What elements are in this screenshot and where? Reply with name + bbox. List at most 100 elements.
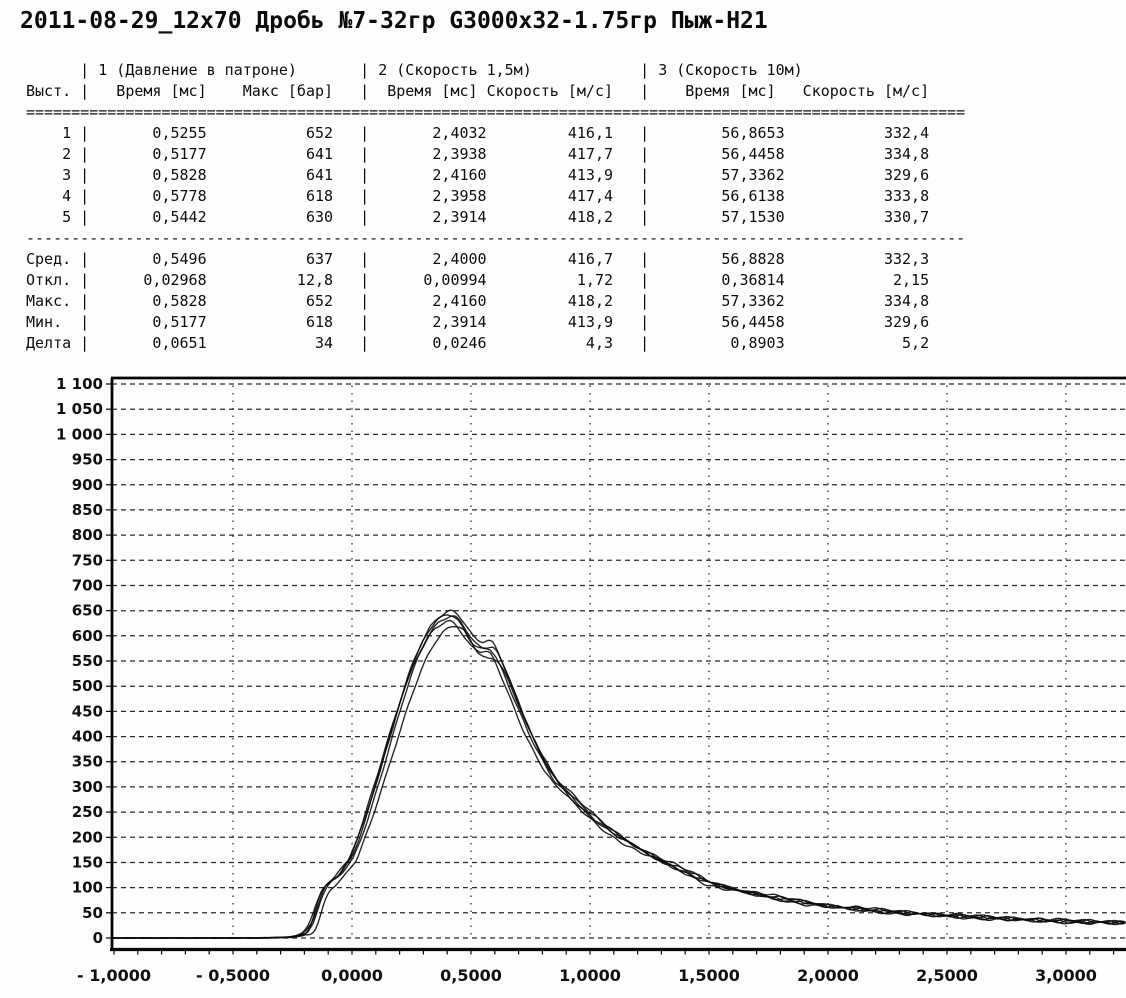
cell-time2: 0,00994 — [378, 271, 487, 289]
column-separator: | — [613, 166, 659, 184]
stat-label: Мин. — [26, 313, 72, 331]
column-separator: | — [71, 271, 99, 289]
cell-speed3: 5,2 — [784, 334, 930, 352]
cell-max1: 641 — [206, 145, 334, 163]
cell-time3: 56,4458 — [658, 313, 785, 331]
cell-time2: 2,4032 — [378, 124, 487, 142]
pressure-curve — [112, 609, 1126, 939]
pressure-curve — [113, 625, 1126, 939]
cell-speed3: 2,15 — [784, 271, 930, 289]
column-separator: | — [613, 187, 659, 205]
column-header-shot: Выст. — [26, 82, 72, 100]
cell-max1: 641 — [206, 166, 334, 184]
cell-time3: 0,8903 — [658, 334, 785, 352]
stat-label: Сред. — [26, 250, 72, 268]
cell-max1: 630 — [206, 208, 334, 226]
cell-time2: 2,4000 — [378, 250, 487, 268]
cell-max1: 652 — [206, 292, 334, 310]
column-separator: | — [333, 334, 379, 352]
table-row: 1 | 0,5255 652 | 2,4032 416,1 | 56,8653 … — [26, 123, 965, 144]
cell-speed3: 330,7 — [784, 208, 930, 226]
y-axis-label: 750 — [72, 551, 103, 569]
column-separator: | — [613, 82, 659, 100]
cell-time2: 0,0246 — [378, 334, 487, 352]
column-separator: | — [333, 124, 379, 142]
cell-time3: 56,8828 — [658, 250, 785, 268]
cell-time2: 2,3914 — [378, 208, 487, 226]
column-separator: | — [71, 124, 99, 142]
y-axis-label: 200 — [72, 828, 103, 846]
cell-time1: 0,5828 — [98, 292, 207, 310]
stat-label: Откл. — [26, 271, 72, 289]
stat-label: Макс. — [26, 292, 72, 310]
column-separator: | — [71, 313, 99, 331]
cell-time2: 2,3938 — [378, 145, 487, 163]
table-separator: ----------------------------------------… — [26, 228, 965, 249]
cell-time1: 0,5255 — [98, 124, 207, 142]
cell-speed3: 334,8 — [784, 292, 930, 310]
column-separator: | — [333, 271, 379, 289]
cell-speed2: 418,2 — [486, 208, 614, 226]
column-header-speed3: Скорость [м/с] — [775, 82, 930, 100]
column-separator: | — [613, 124, 659, 142]
column-separator: | — [333, 82, 379, 100]
cell-max1: 652 — [206, 124, 334, 142]
cell-speed2: 417,4 — [486, 187, 614, 205]
cell-time1: 0,0651 — [98, 334, 207, 352]
dashed-rule: ----------------------------------------… — [26, 229, 966, 247]
cell-max1: 637 — [206, 250, 334, 268]
cell-time2: 2,3914 — [378, 313, 487, 331]
cell-shot: 3 — [26, 166, 72, 184]
stat-label: Делта — [26, 334, 72, 352]
y-axis-label: 500 — [72, 677, 103, 695]
column-separator: | — [613, 313, 659, 331]
y-axis-label: 100 — [72, 879, 103, 897]
cell-speed3: 333,8 — [784, 187, 930, 205]
x-axis-label: 1,0000 — [559, 966, 621, 985]
pressure-chart: 0 50 100 150 200 250 300 350 400 450 500 550 600 650 7… — [0, 369, 1126, 994]
y-axis-label: 800 — [72, 526, 103, 544]
stat-row: Откл. | 0,02968 12,8 | 0,00994 1,72 | 0,… — [26, 270, 965, 291]
table-row: 4 | 0,5778 618 | 2,3958 417,4 | 56,6138 … — [26, 186, 965, 207]
y-axis-label: 950 — [72, 451, 103, 469]
pressure-curve — [112, 619, 1126, 939]
column-header-max1: Макс [бар] — [206, 82, 334, 100]
y-axis-label: 1 000 — [56, 425, 103, 443]
cell-speed2: 1,72 — [486, 271, 614, 289]
table-row: 2 | 0,5177 641 | 2,3938 417,7 | 56,4458 … — [26, 144, 965, 165]
column-separator: | — [333, 187, 379, 205]
column-separator: | — [333, 313, 379, 331]
cell-time1: 0,5442 — [98, 208, 207, 226]
pressure-curve — [112, 615, 1126, 939]
double-rule: ========================================… — [26, 103, 966, 121]
cell-time3: 0,36814 — [658, 271, 785, 289]
cell-speed2: 416,1 — [486, 124, 614, 142]
column-separator: | — [71, 145, 99, 163]
table-row: 3 | 0,5828 641 | 2,4160 413,9 | 57,3362 … — [26, 165, 965, 186]
cell-time3: 57,3362 — [658, 166, 785, 184]
cell-speed2: 417,7 — [486, 145, 614, 163]
stat-row: Макс. | 0,5828 652 | 2,4160 418,2 | 57,3… — [26, 291, 965, 312]
results-table: | 1 (Давление в патроне) | 2 (Скорость 1… — [26, 60, 965, 354]
column-separator: | — [333, 208, 379, 226]
cell-speed2: 413,9 — [486, 313, 614, 331]
x-axis-label: 2,5000 — [916, 966, 978, 985]
column-separator: | — [613, 292, 659, 310]
cell-speed3: 332,4 — [784, 124, 930, 142]
column-separator: | — [333, 166, 379, 184]
column-separator: | — [360, 61, 379, 79]
cell-max1: 12,8 — [206, 271, 334, 289]
column-separator: | — [71, 187, 99, 205]
cell-time3: 56,8653 — [658, 124, 785, 142]
cell-shot: 4 — [26, 187, 72, 205]
cell-speed3: 329,6 — [784, 166, 930, 184]
y-axis-label: 550 — [72, 652, 103, 670]
pressure-curve — [112, 614, 1126, 939]
x-axis-label: - 1,0000 — [77, 966, 151, 985]
cell-speed3: 334,8 — [784, 145, 930, 163]
column-separator: | — [333, 145, 379, 163]
y-axis-label: 300 — [72, 778, 103, 796]
cell-time1: 0,5177 — [98, 313, 207, 331]
y-axis-label: 150 — [72, 854, 103, 872]
cell-speed3: 329,6 — [784, 313, 930, 331]
